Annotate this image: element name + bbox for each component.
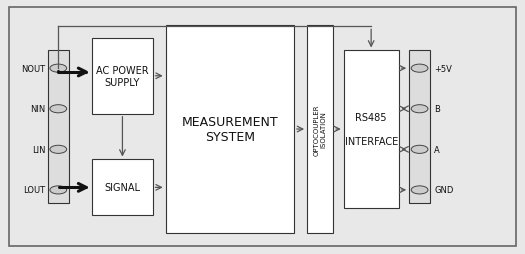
Text: SIGNAL: SIGNAL <box>104 183 140 193</box>
Text: LIN: LIN <box>32 145 45 154</box>
Text: AC POWER
SUPPLY: AC POWER SUPPLY <box>96 66 149 87</box>
Text: NOUT: NOUT <box>21 65 45 73</box>
Circle shape <box>50 186 67 194</box>
Text: NIN: NIN <box>30 105 45 114</box>
Bar <box>409 51 430 203</box>
Bar <box>165 26 294 233</box>
Circle shape <box>411 105 428 113</box>
Text: +5V: +5V <box>434 65 452 73</box>
Circle shape <box>50 65 67 73</box>
Text: LOUT: LOUT <box>23 186 45 195</box>
Bar <box>344 51 398 208</box>
Bar <box>92 160 153 215</box>
Text: MEASUREMENT
SYSTEM: MEASUREMENT SYSTEM <box>182 116 278 144</box>
Circle shape <box>411 146 428 154</box>
Circle shape <box>50 105 67 113</box>
Text: B: B <box>434 105 440 114</box>
Bar <box>92 39 153 114</box>
Text: OPTOCOUPLER
ISOLATION: OPTOCOUPLER ISOLATION <box>313 104 327 155</box>
Text: GND: GND <box>434 186 454 195</box>
Text: RS485

INTERFACE: RS485 INTERFACE <box>344 113 398 146</box>
Circle shape <box>411 65 428 73</box>
Bar <box>48 51 69 203</box>
Circle shape <box>411 186 428 194</box>
Circle shape <box>50 146 67 154</box>
Bar <box>307 26 333 233</box>
Text: A: A <box>434 145 440 154</box>
